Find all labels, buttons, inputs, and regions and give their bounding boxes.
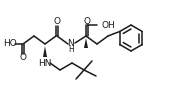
Text: O: O: [19, 53, 27, 63]
Polygon shape: [84, 38, 88, 48]
Text: HO: HO: [3, 40, 17, 49]
Text: N: N: [68, 40, 74, 49]
Polygon shape: [43, 46, 47, 57]
Text: H: H: [68, 45, 74, 54]
Text: OH: OH: [102, 21, 116, 30]
Text: O: O: [53, 17, 61, 27]
Text: HN: HN: [38, 59, 52, 68]
Text: O: O: [84, 17, 91, 25]
